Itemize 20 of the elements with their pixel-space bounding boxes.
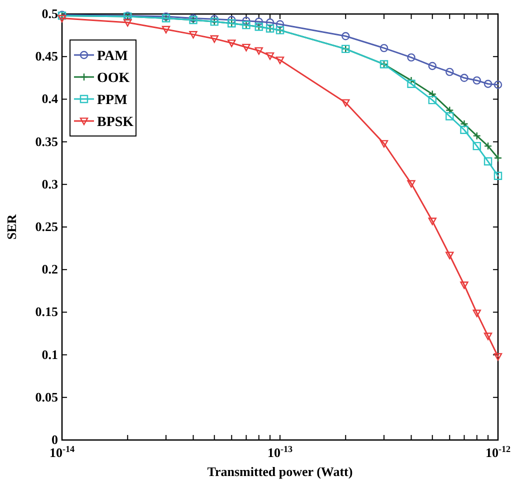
y-tick-label: 0.4 bbox=[42, 91, 58, 106]
y-tick-label: 0.05 bbox=[35, 389, 58, 404]
y-tick-label: 0 bbox=[52, 432, 58, 447]
x-tick-label: 10$^{-12}$ bbox=[485, 444, 512, 460]
legend-label: PPM bbox=[97, 93, 128, 108]
x-tick-label: 10$^{-13}$ bbox=[267, 444, 294, 460]
legend-label: OOK bbox=[97, 71, 130, 86]
y-tick-label: 0.5 bbox=[42, 6, 58, 21]
y-tick-label: 0.15 bbox=[35, 304, 58, 320]
x-tick-label: 10$^{-14}$ bbox=[49, 444, 76, 460]
legend-label: BPSK bbox=[97, 115, 134, 130]
y-tick-label: 0.3 bbox=[42, 176, 58, 192]
legend-label: PAM bbox=[97, 49, 128, 64]
y-tick-label: 0.45 bbox=[35, 48, 58, 64]
y-tick-label: 0.1 bbox=[42, 346, 58, 362]
y-axis-title: SER bbox=[4, 214, 19, 240]
y-tick-label: 0.35 bbox=[35, 134, 58, 149]
y-tick-label: 0.2 bbox=[42, 262, 58, 277]
y-tick-label: 0.25 bbox=[35, 219, 58, 234]
x-axis-title: Transmitted power (Watt) bbox=[207, 464, 353, 479]
